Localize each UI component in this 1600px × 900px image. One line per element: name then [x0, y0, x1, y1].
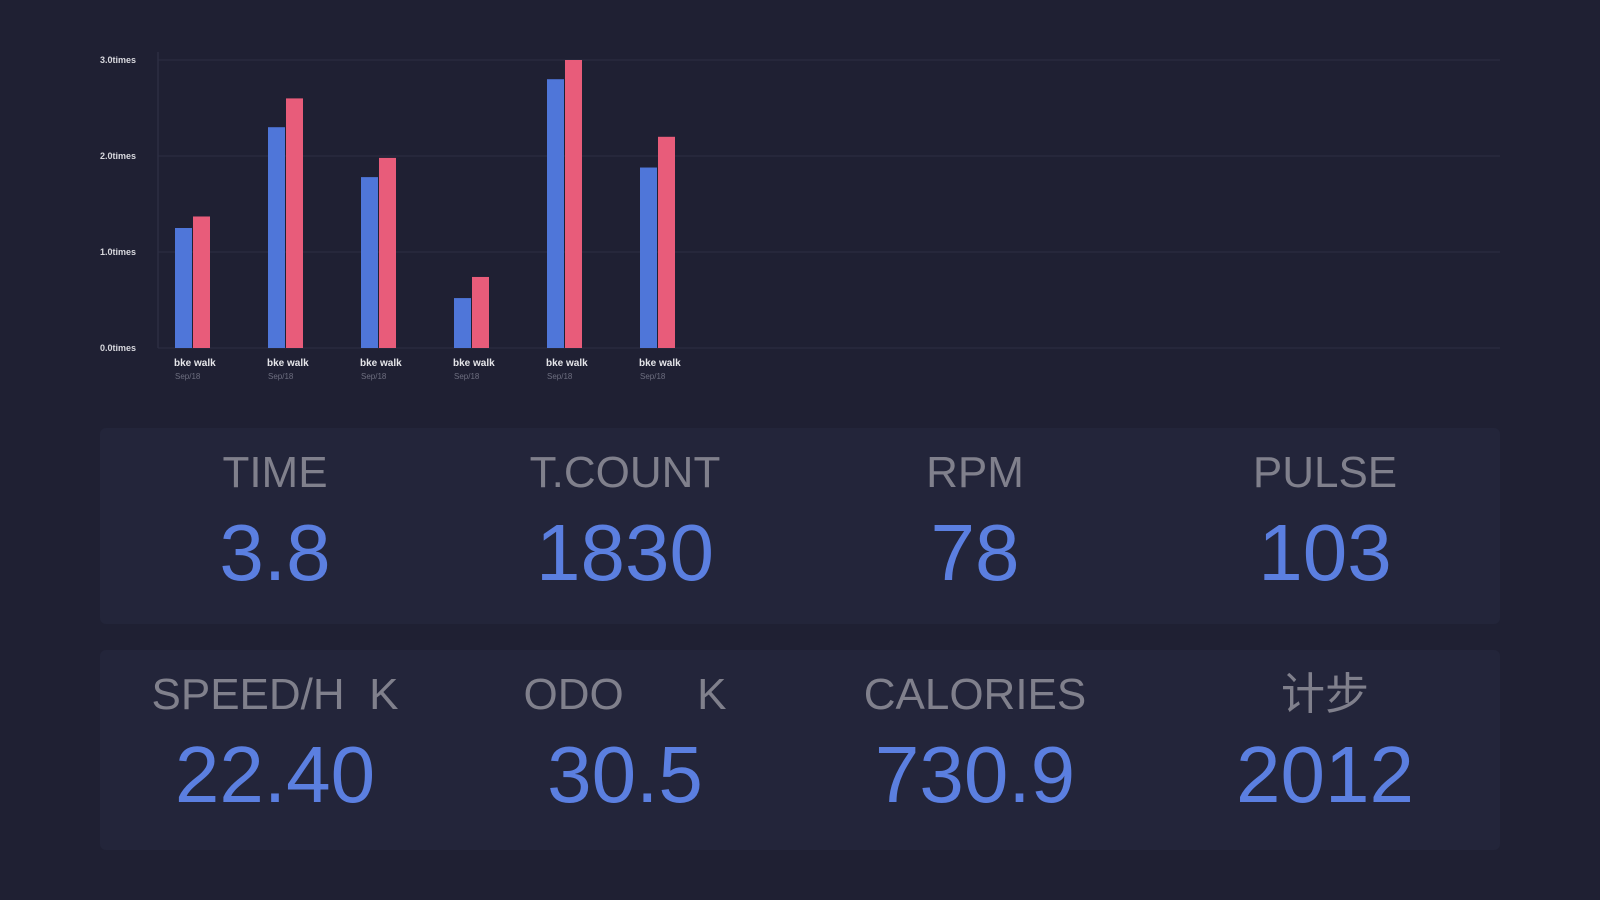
x-date-label: Sep/18	[175, 372, 201, 381]
stat-rpm-value: 78	[930, 508, 1020, 597]
x-series-label: bke walk	[453, 358, 495, 369]
stat-pulse-label: PULSE	[1252, 448, 1398, 497]
stat-calories: CALORIES 730.9	[800, 650, 1150, 850]
stat-calories-value: 730.9	[874, 730, 1076, 819]
bar	[268, 127, 285, 348]
bar	[547, 79, 564, 348]
stat-time-label: TIME	[222, 448, 328, 497]
stat-pulse-value: 103	[1258, 508, 1392, 597]
stat-time-value: 3.8	[219, 508, 331, 597]
stat-calories-label: CALORIES	[863, 670, 1087, 719]
bar	[379, 157, 396, 348]
x-date-label: Sep/18	[640, 372, 666, 381]
x-date-label: Sep/18	[547, 372, 573, 381]
stat-tcount: T.COUNT 1830	[450, 428, 800, 624]
bar	[286, 98, 303, 349]
stats-card-row-2: SPEED/H K 22.40 ODO K 30.5 CALORIES 730.…	[100, 650, 1500, 850]
x-series-label: bke walk	[639, 358, 681, 369]
bar	[175, 228, 192, 348]
x-date-label: Sep/18	[361, 372, 387, 381]
x-date-label: Sep/18	[454, 372, 480, 381]
y-tick-label: 1.0times	[100, 247, 136, 257]
stat-speed: SPEED/H K 22.40	[100, 650, 450, 850]
bar	[658, 136, 675, 348]
x-series-label: bke walk	[360, 358, 402, 369]
x-series-label: bke walk	[174, 358, 216, 369]
stat-pulse: PULSE 103	[1150, 428, 1500, 624]
stat-speed-value: 22.40	[174, 730, 376, 819]
stats-card-row-1: TIME 3.8 T.COUNT 1830 RPM 78 PULSE 103	[100, 428, 1500, 624]
bar	[454, 298, 471, 348]
bar	[472, 276, 489, 348]
stat-tcount-label: T.COUNT	[529, 448, 721, 497]
stat-rpm-label: RPM	[926, 448, 1024, 497]
stat-speed-label: SPEED/H K	[151, 670, 399, 719]
stat-time: TIME 3.8	[100, 428, 450, 624]
stat-odo-label: ODO K	[523, 670, 727, 719]
bar	[361, 177, 378, 348]
y-tick-label: 0.0times	[100, 343, 136, 353]
stat-steps-label: 计步	[1281, 670, 1369, 719]
bar	[565, 60, 582, 348]
stat-odo-value: 30.5	[547, 730, 703, 819]
stat-odo: ODO K 30.5	[450, 650, 800, 850]
stat-rpm: RPM 78	[800, 428, 1150, 624]
bar	[640, 167, 657, 348]
stat-steps-value: 2012	[1236, 730, 1414, 819]
bar	[193, 216, 210, 348]
bar-chart: 0.0times 1.0times 2.0times 3.0times bke walk…	[100, 52, 1500, 381]
x-date-label: Sep/18	[268, 372, 294, 381]
y-tick-label: 2.0times	[100, 151, 136, 161]
stat-steps: 计步 2012	[1150, 650, 1500, 850]
stat-tcount-value: 1830	[536, 508, 714, 597]
y-tick-label: 3.0times	[100, 55, 136, 65]
x-series-label: bke walk	[267, 358, 309, 369]
x-series-label: bke walk	[546, 358, 588, 369]
